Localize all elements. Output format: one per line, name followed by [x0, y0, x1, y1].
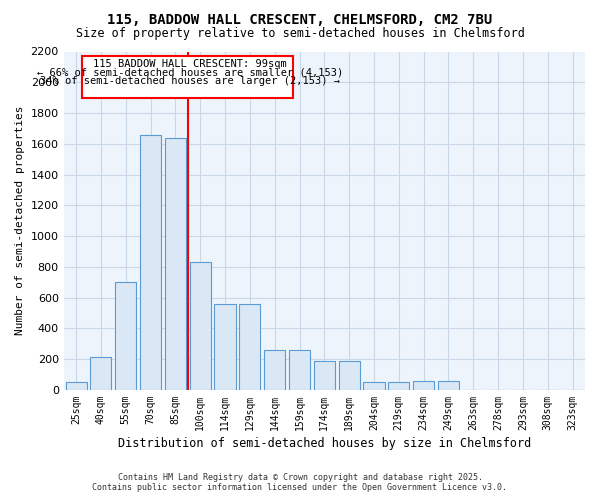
Bar	[214, 304, 236, 390]
Bar	[239, 304, 260, 390]
Text: Contains HM Land Registry data © Crown copyright and database right 2025.
Contai: Contains HM Land Registry data © Crown c…	[92, 473, 508, 492]
Bar	[115, 282, 136, 390]
Bar	[388, 382, 409, 390]
X-axis label: Distribution of semi-detached houses by size in Chelmsford: Distribution of semi-detached houses by …	[118, 437, 531, 450]
Bar	[165, 138, 186, 390]
Y-axis label: Number of semi-detached properties: Number of semi-detached properties	[15, 106, 25, 336]
Bar	[264, 350, 285, 390]
Bar	[190, 262, 211, 390]
Bar	[364, 382, 385, 390]
Bar	[413, 380, 434, 390]
Bar	[289, 350, 310, 390]
Bar	[338, 360, 360, 390]
FancyBboxPatch shape	[82, 56, 293, 98]
Bar	[314, 360, 335, 390]
Text: 115, BADDOW HALL CRESCENT, CHELMSFORD, CM2 7BU: 115, BADDOW HALL CRESCENT, CHELMSFORD, C…	[107, 12, 493, 26]
Text: Size of property relative to semi-detached houses in Chelmsford: Size of property relative to semi-detach…	[76, 28, 524, 40]
Text: ← 66% of semi-detached houses are smaller (4,153): ← 66% of semi-detached houses are smalle…	[37, 68, 343, 78]
Bar	[91, 357, 112, 390]
Text: 115 BADDOW HALL CRESCENT: 99sqm: 115 BADDOW HALL CRESCENT: 99sqm	[94, 60, 287, 70]
Bar	[65, 382, 86, 390]
Bar	[140, 134, 161, 390]
Bar	[438, 380, 459, 390]
Text: 34% of semi-detached houses are larger (2,153) →: 34% of semi-detached houses are larger (…	[40, 76, 340, 86]
